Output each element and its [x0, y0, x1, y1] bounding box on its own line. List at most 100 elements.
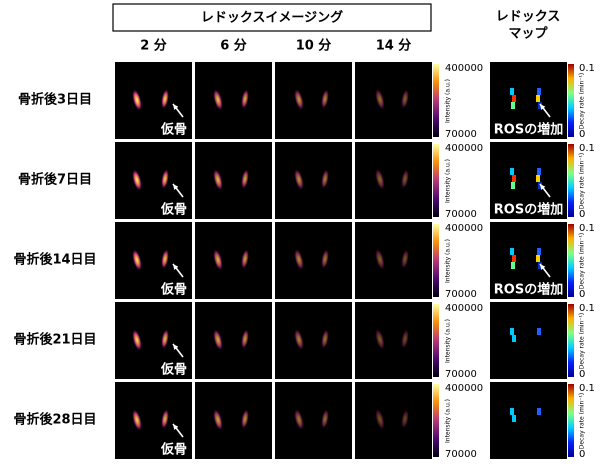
- signal: [132, 249, 142, 271]
- map-signal: [536, 95, 540, 102]
- signal: [241, 169, 249, 189]
- arrow-head: [173, 424, 179, 430]
- arrow-head: [173, 344, 179, 350]
- colorbar-max: 400000: [445, 223, 483, 234]
- colorbar-max: 400000: [445, 383, 483, 394]
- callus-label: 仮骨: [160, 282, 187, 298]
- signal: [401, 169, 409, 189]
- arrow-head: [173, 264, 179, 270]
- signal: [213, 89, 223, 111]
- header-box: [112, 3, 432, 32]
- image: [275, 302, 352, 379]
- row-label: 骨折後3日目: [18, 92, 92, 108]
- row-label: 骨折後7日目: [18, 172, 92, 188]
- column-label: 14 分: [376, 38, 412, 54]
- image: [115, 222, 192, 299]
- colorbar-max: 0.1: [579, 63, 595, 74]
- colorbar-max: 400000: [445, 63, 483, 74]
- image: [115, 382, 192, 459]
- map-signal: [537, 88, 541, 95]
- colorbar-min: 0: [579, 289, 585, 300]
- colorbar: [568, 304, 574, 377]
- map-signal: [537, 168, 541, 175]
- map-signal: [512, 415, 516, 422]
- signal: [241, 249, 249, 269]
- colorbar: [433, 64, 439, 137]
- signal: [375, 168, 385, 190]
- signal: [321, 249, 329, 269]
- signal: [321, 169, 329, 189]
- map-image: [490, 62, 567, 139]
- colorbar-max: 400000: [445, 143, 483, 154]
- signal: [132, 329, 142, 351]
- signal: [161, 409, 169, 429]
- colorbar-label: Intensity (a.u.): [445, 399, 452, 443]
- image: [195, 142, 272, 219]
- colorbar-label: Decay rate (min⁻¹): [579, 313, 586, 369]
- image: [355, 62, 432, 139]
- row-label: 骨折後21日目: [13, 332, 96, 348]
- column-label: 6 分: [220, 38, 247, 54]
- colorbar-max: 0.1: [579, 383, 595, 394]
- image: [115, 62, 192, 139]
- image: [195, 62, 272, 139]
- column-label: 2 分: [140, 38, 167, 54]
- signal: [241, 329, 249, 349]
- colorbar-max: 0.1: [579, 143, 595, 154]
- callus-label: 仮骨: [160, 202, 187, 218]
- image: [275, 382, 352, 459]
- colorbar-max: 0.1: [579, 223, 595, 234]
- signal: [294, 168, 304, 191]
- colorbar-min: 0: [579, 129, 585, 140]
- map-signal: [510, 248, 514, 255]
- signal: [375, 88, 385, 110]
- signal: [241, 89, 249, 109]
- ros-label: ROSの増加: [494, 202, 563, 218]
- signal: [321, 409, 329, 429]
- image: [195, 302, 272, 379]
- signal: [132, 169, 142, 191]
- signal: [161, 329, 169, 349]
- map-signal: [538, 262, 542, 269]
- colorbar-label: Decay rate (min⁻¹): [579, 73, 586, 129]
- image: [115, 142, 192, 219]
- signal: [401, 329, 409, 349]
- map-signal: [511, 182, 515, 189]
- image: [195, 222, 272, 299]
- image: [355, 142, 432, 219]
- signal: [294, 248, 304, 271]
- colorbar-min: 70000: [445, 209, 477, 220]
- colorbar: [568, 224, 574, 297]
- signal: [375, 408, 385, 430]
- map-signal: [510, 328, 514, 335]
- row-label: 骨折後14日目: [13, 252, 96, 268]
- image: [275, 222, 352, 299]
- arrow-head: [173, 104, 179, 110]
- callus-label: 仮骨: [160, 362, 187, 378]
- map-signal: [536, 175, 540, 182]
- signal: [321, 89, 329, 109]
- signal: [321, 329, 329, 349]
- colorbar: [433, 224, 439, 297]
- colorbar: [568, 64, 574, 137]
- map-title: レドックス: [496, 10, 561, 25]
- image: [275, 142, 352, 219]
- colorbar-min: 0: [579, 449, 585, 460]
- signal: [401, 409, 409, 429]
- map-signal: [512, 95, 516, 102]
- map-signal: [512, 175, 516, 182]
- header-title: レドックスイメージング: [201, 10, 343, 26]
- image: [195, 382, 272, 459]
- signal: [132, 89, 142, 111]
- signal: [132, 409, 142, 431]
- colorbar-min: 0: [579, 369, 585, 380]
- map-signal: [536, 255, 540, 262]
- map-signal: [512, 255, 516, 262]
- map-signal: [538, 182, 542, 189]
- ros-label: ROSの増加: [494, 122, 563, 138]
- colorbar-min: 70000: [445, 369, 477, 380]
- map-signal: [510, 88, 514, 95]
- image: [275, 62, 352, 139]
- colorbar: [433, 384, 439, 457]
